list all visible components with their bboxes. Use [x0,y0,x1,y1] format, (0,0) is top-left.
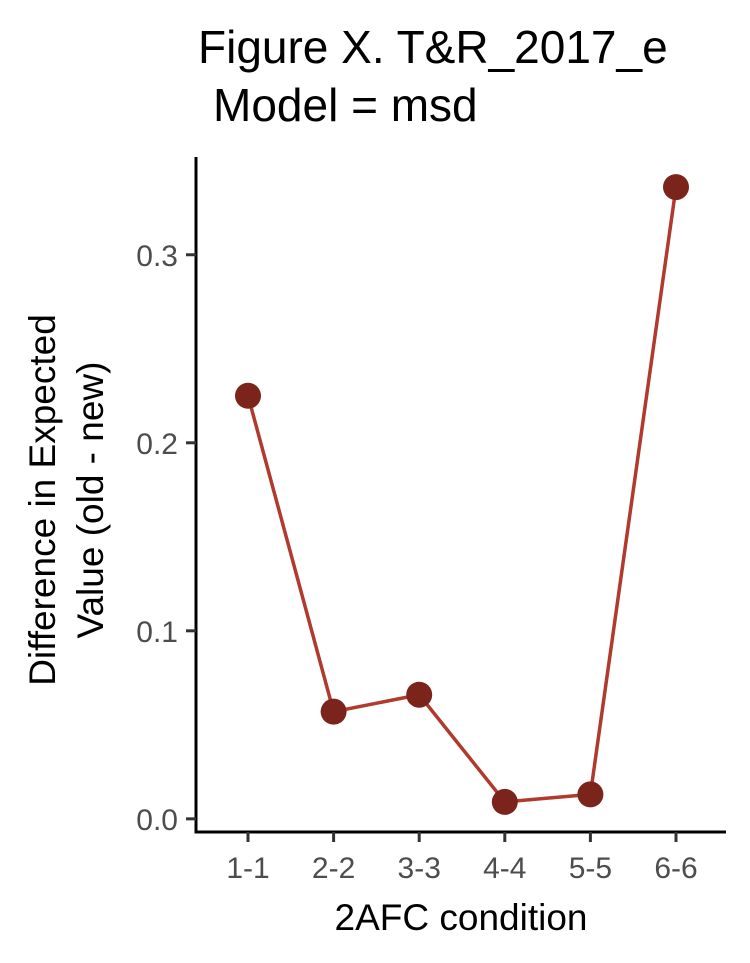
x-tick-label: 3-3 [398,852,441,885]
y-tick-label: 0.3 [136,240,178,273]
data-point [406,681,433,708]
y-tick-label: 0.1 [136,616,178,649]
x-tick-label: 2-2 [312,852,355,885]
y-tick-label: 0.2 [136,428,178,461]
y-axis-title-line-1: Difference in Expected [22,314,63,686]
data-series [235,174,689,815]
x-axis-title: 2AFC condition [335,897,588,938]
data-point [235,382,261,409]
series-line [246,186,678,804]
y-ticks: 0.0 0.1 0.2 0.3 [136,240,196,837]
title-line-2: Model = msd [213,79,478,131]
data-point [577,781,604,808]
y-tick-label: 0.0 [136,804,178,837]
x-ticks: 1-1 2-2 3-3 4-4 5-5 6-6 [226,832,698,885]
data-point [491,788,518,815]
x-tick-label: 6-6 [654,852,697,885]
x-tick-label: 1-1 [226,852,269,885]
y-axis-title-line-2: Value (old - new) [70,362,111,639]
x-tick-label: 5-5 [569,852,612,885]
chart-title: Figure X. T&R_2017_e Model = msd [198,21,668,131]
data-point [663,174,689,201]
title-line-1: Figure X. T&R_2017_e [198,21,668,73]
x-tick-label: 4-4 [483,852,526,885]
data-point [320,698,347,725]
